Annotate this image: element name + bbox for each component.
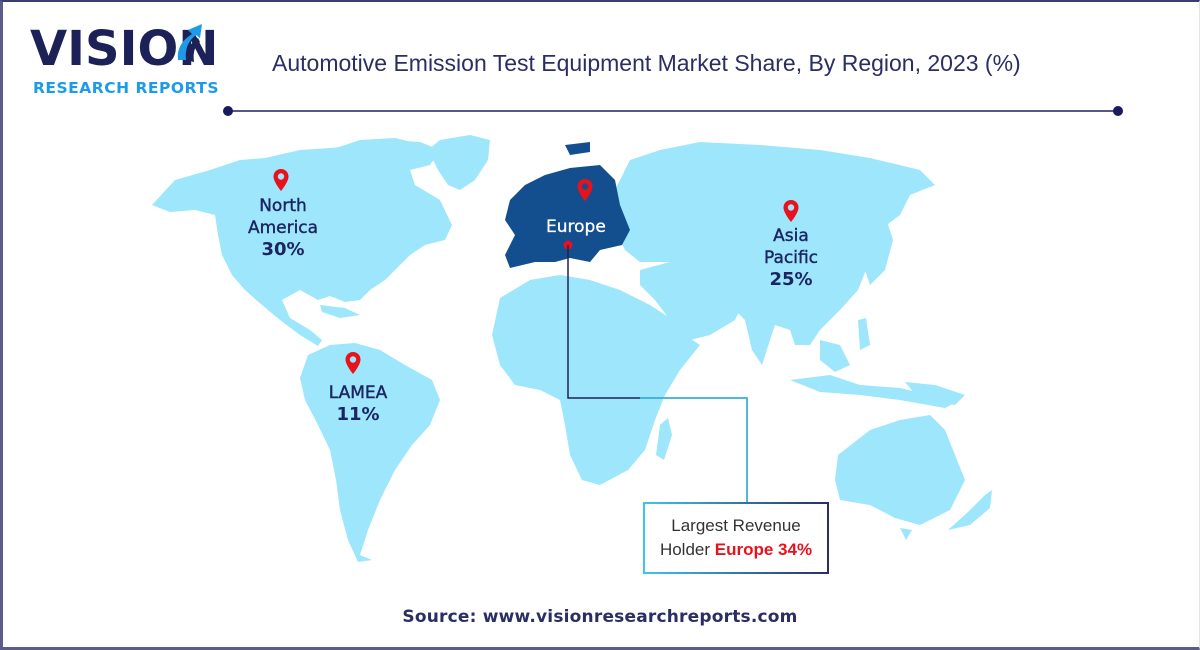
- source-footer: Source: www.visionresearchreports.com: [402, 607, 798, 627]
- uk-landmass: [518, 188, 536, 220]
- share-value: 25%: [769, 269, 813, 290]
- region-label-asia-pacific: Asia Pacific 25%: [742, 225, 840, 291]
- svalbard-islands: [565, 142, 590, 155]
- region-label-europe: Europe: [546, 217, 606, 237]
- japan-landmass: [865, 215, 893, 285]
- philippines-islands: [858, 318, 870, 350]
- chart-title: Automotive Emission Test Equipment Marke…: [272, 50, 1021, 76]
- callout-highlight: Europe 34%: [714, 540, 813, 559]
- divider-dot-right: [1113, 106, 1123, 116]
- map-pin-icon[interactable]: [344, 351, 362, 375]
- southeast-asia-islands: [790, 375, 960, 408]
- north-america-landmass: [152, 140, 452, 346]
- callout-line-1: Largest Revenue: [671, 516, 801, 535]
- south-america-landmass: [300, 343, 440, 562]
- region-label-lamea: LAMEA 11%: [318, 382, 398, 426]
- greenland-landmass: [428, 135, 490, 190]
- map-pin-icon[interactable]: [272, 168, 290, 192]
- madagascar-landmass: [656, 418, 672, 460]
- share-value: 11%: [336, 404, 380, 425]
- logo-arrow-icon: [177, 24, 202, 62]
- europe-region: [505, 165, 630, 268]
- indonesia-islands: [820, 340, 850, 372]
- title-divider: [228, 110, 1118, 112]
- vision-research-reports-logo: VISION RESEARCH REPORTS: [30, 21, 230, 97]
- logo-wordmark: VISION: [30, 21, 219, 77]
- logo-subtitle: RESEARCH REPORTS: [33, 79, 219, 97]
- new-guinea-landmass: [905, 382, 965, 405]
- map-pin-icon[interactable]: [576, 178, 594, 202]
- new-zealand-landmass: [948, 490, 992, 530]
- map-pin-icon[interactable]: [782, 199, 800, 223]
- arctic-islands: [330, 138, 420, 158]
- caribbean-islands: [320, 305, 360, 318]
- tasmania-landmass: [900, 528, 912, 540]
- callout-line-2: Holder Europe 34%: [659, 540, 813, 559]
- share-value: 30%: [261, 239, 305, 260]
- asia-landmass: [610, 142, 935, 365]
- divider-dot-left: [223, 106, 233, 116]
- largest-revenue-callout: Largest Revenue Holder Europe 34%: [643, 502, 829, 574]
- australia-landmass: [835, 415, 965, 525]
- region-label-north-america: North America 30%: [235, 195, 331, 261]
